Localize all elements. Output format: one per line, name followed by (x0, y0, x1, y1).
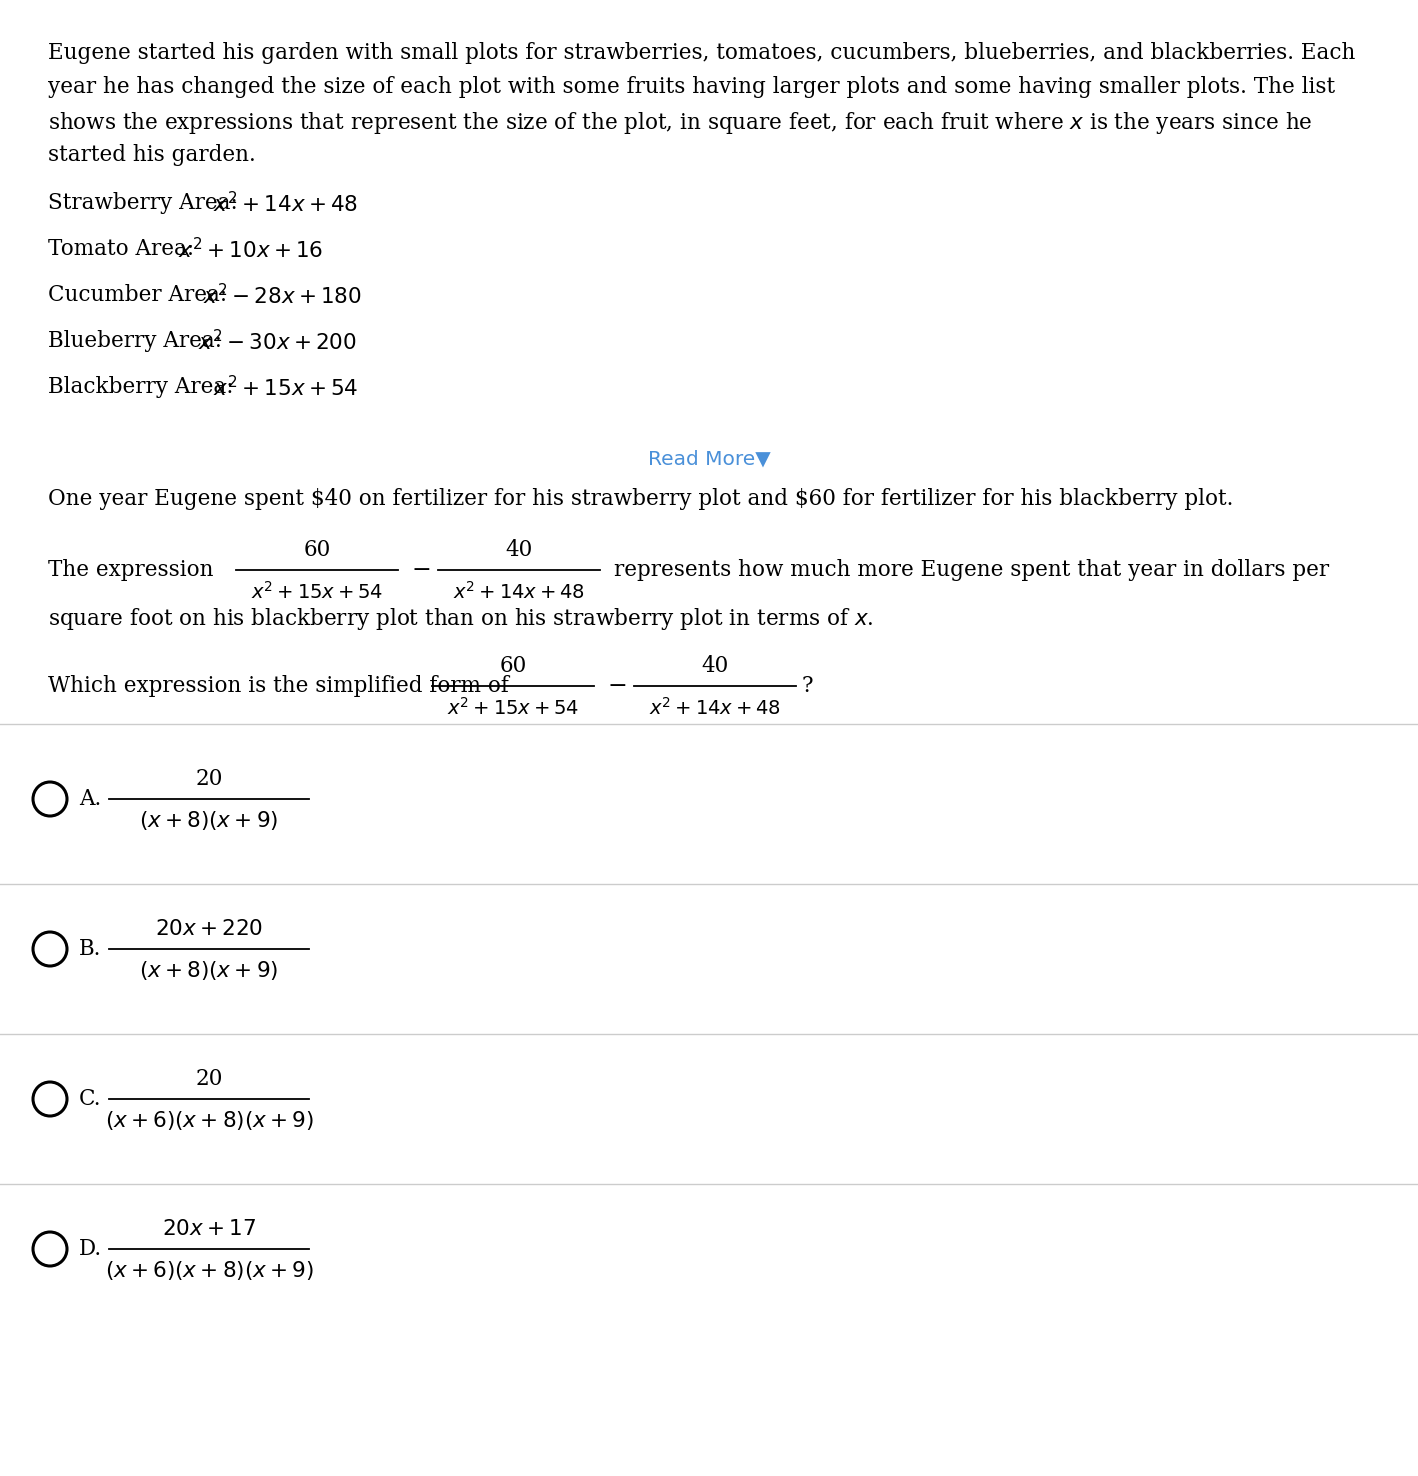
Text: A.: A. (79, 788, 101, 810)
Text: square foot on his blackberry plot than on his strawberry plot in terms of $x$.: square foot on his blackberry plot than … (48, 607, 873, 632)
Text: $x^2 + 14x + 48$: $x^2 + 14x + 48$ (213, 192, 359, 217)
Text: $x^2 + 15x + 54$: $x^2 + 15x + 54$ (447, 697, 579, 719)
Text: $x^2 + 14x + 48$: $x^2 + 14x + 48$ (452, 582, 586, 604)
Text: Blackberry Area:: Blackberry Area: (48, 376, 241, 399)
Text: $(x+8)(x+9)$: $(x+8)(x+9)$ (139, 959, 279, 983)
Text: Read More▼: Read More▼ (648, 450, 770, 469)
Text: $x^2 + 15x + 54$: $x^2 + 15x + 54$ (251, 582, 383, 604)
Text: $(x+6)(x+8)(x+9)$: $(x+6)(x+8)(x+9)$ (105, 1110, 313, 1132)
Text: Eugene started his garden with small plots for strawberries, tomatoes, cucumbers: Eugene started his garden with small plo… (48, 41, 1356, 63)
Text: −: − (413, 558, 431, 582)
Text: Strawberry Area:: Strawberry Area: (48, 192, 245, 214)
Text: $(x+8)(x+9)$: $(x+8)(x+9)$ (139, 809, 279, 832)
Text: 40: 40 (505, 539, 533, 561)
Text: $x^2 - 30x + 200$: $x^2 - 30x + 200$ (199, 331, 357, 356)
Text: represents how much more Eugene spent that year in dollars per: represents how much more Eugene spent th… (614, 559, 1329, 582)
Text: 40: 40 (702, 655, 729, 677)
Text: B.: B. (79, 939, 101, 959)
Text: One year Eugene spent \$40 on fertilizer for his strawberry plot and \$60 for fe: One year Eugene spent \$40 on fertilizer… (48, 489, 1234, 511)
Text: Tomato Area:: Tomato Area: (48, 238, 201, 260)
Text: 60: 60 (499, 655, 526, 677)
Text: Cucumber Area:: Cucumber Area: (48, 283, 234, 306)
Text: −: − (608, 675, 628, 698)
Text: ?: ? (803, 675, 814, 697)
Text: C.: C. (79, 1088, 102, 1110)
Text: $(x+6)(x+8)(x+9)$: $(x+6)(x+8)(x+9)$ (105, 1259, 313, 1283)
Text: 20: 20 (196, 1069, 223, 1089)
Text: started his garden.: started his garden. (48, 145, 255, 165)
Text: 60: 60 (303, 539, 330, 561)
Text: Blueberry Area:: Blueberry Area: (48, 331, 228, 351)
Text: shows the expressions that represent the size of the plot, in square feet, for e: shows the expressions that represent the… (48, 111, 1313, 136)
Text: $x^2 + 10x + 16$: $x^2 + 10x + 16$ (179, 238, 323, 263)
Text: 20: 20 (196, 768, 223, 790)
Text: $20x + 220$: $20x + 220$ (155, 918, 264, 940)
Text: $x^2 + 14x + 48$: $x^2 + 14x + 48$ (649, 697, 781, 719)
Text: year he has changed the size of each plot with some fruits having larger plots a: year he has changed the size of each plo… (48, 75, 1336, 97)
Text: Which expression is the simplified form of: Which expression is the simplified form … (48, 675, 509, 697)
Text: $x^2 + 15x + 54$: $x^2 + 15x + 54$ (213, 376, 359, 401)
Text: The expression: The expression (48, 559, 214, 582)
Text: D.: D. (79, 1238, 102, 1261)
Text: $20x + 17$: $20x + 17$ (162, 1218, 257, 1240)
Text: $x^2 - 28x + 180$: $x^2 - 28x + 180$ (203, 283, 362, 308)
